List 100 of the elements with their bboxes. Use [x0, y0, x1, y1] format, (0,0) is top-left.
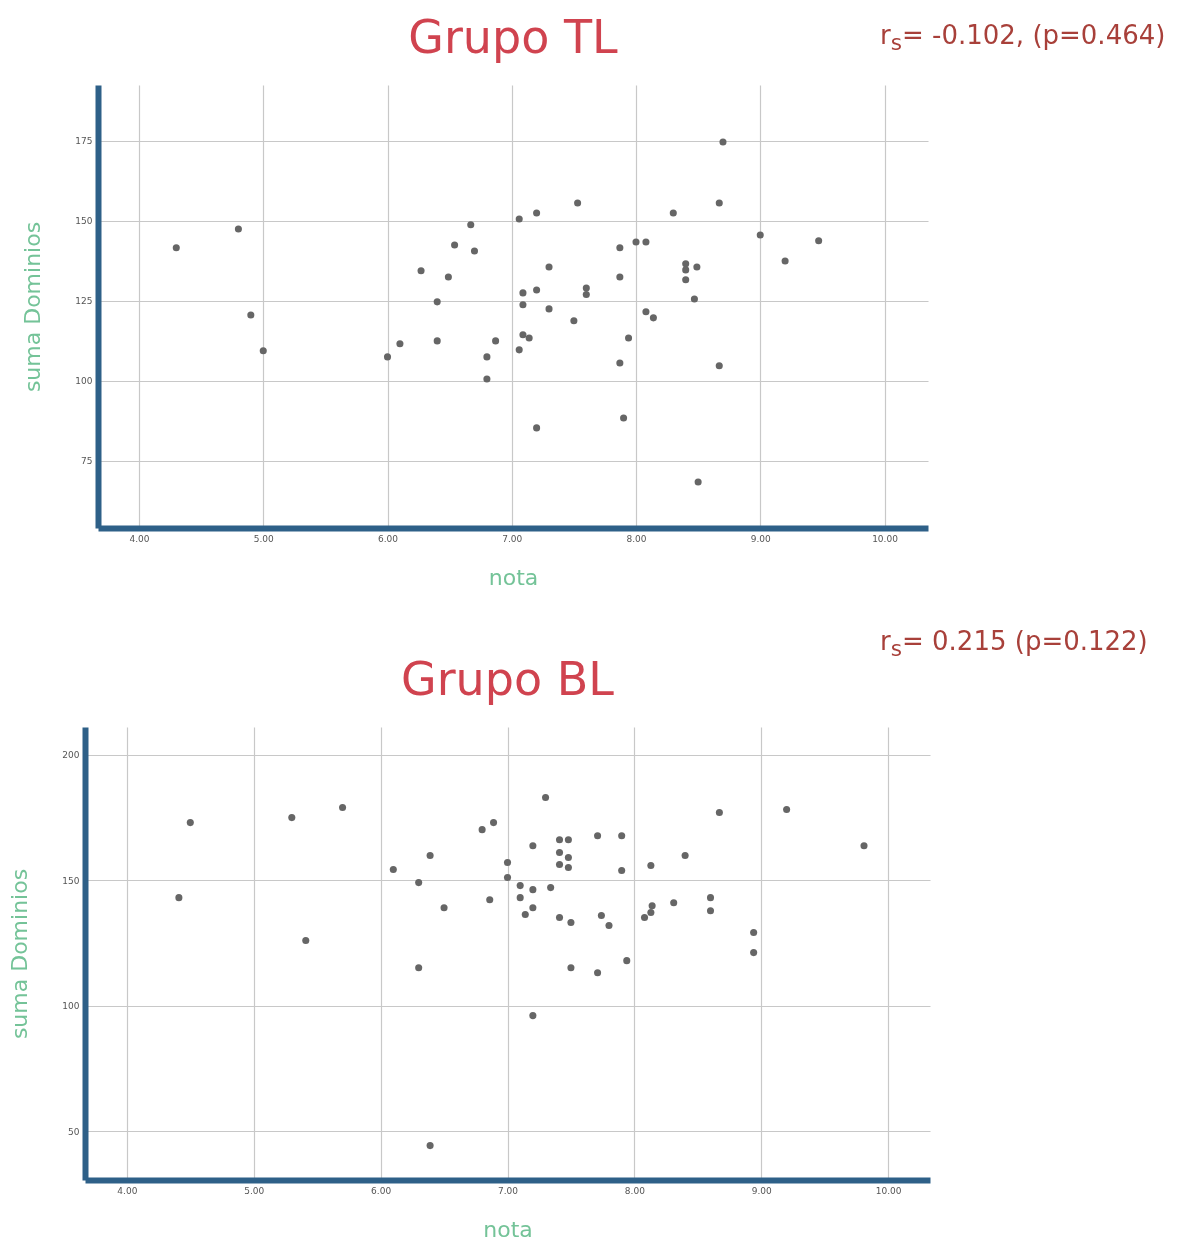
x-tick-label: 8.00: [624, 1185, 646, 1196]
point: [175, 894, 183, 902]
x-tick-label: 6.00: [371, 1185, 392, 1196]
point: [570, 317, 578, 325]
point: [694, 478, 702, 486]
point: [525, 334, 533, 342]
point: [426, 1142, 434, 1150]
point: [415, 879, 423, 887]
point: [396, 340, 404, 348]
point: [555, 861, 564, 869]
point: [521, 910, 529, 918]
x-axis-title: nota: [488, 564, 539, 590]
point: [478, 826, 486, 834]
point: [715, 199, 723, 207]
point: [781, 257, 789, 265]
point: [690, 295, 698, 303]
y-tick-label: 50: [68, 1126, 80, 1137]
point: [288, 814, 296, 822]
point: [555, 848, 564, 857]
x-tick-label: 6.00: [377, 533, 399, 544]
point: [470, 247, 479, 255]
x-tick-label: 5.00: [253, 533, 275, 544]
x-tick-label: 7.00: [497, 1185, 519, 1196]
point: [490, 819, 498, 827]
point: [670, 899, 678, 907]
point: [247, 311, 255, 319]
point: [486, 896, 494, 904]
point: [618, 867, 626, 875]
x-tick-label: 5.00: [244, 1185, 265, 1196]
point: [618, 832, 626, 840]
point: [383, 353, 392, 361]
point: [669, 209, 677, 217]
point: [426, 851, 434, 860]
x-tick-label: 7.00: [502, 533, 523, 544]
point: [533, 286, 541, 294]
point: [503, 858, 512, 867]
y-tick-label: 125: [75, 296, 93, 307]
point: [719, 138, 727, 146]
point: [529, 842, 537, 850]
point: [433, 337, 441, 345]
point: [415, 964, 423, 972]
point: [516, 882, 524, 890]
point: [616, 244, 624, 252]
point: [642, 238, 650, 246]
point: [616, 359, 624, 367]
point: [582, 290, 590, 299]
point: [302, 937, 310, 945]
point: [647, 862, 655, 870]
text: r$_{s}$= 0.215 (p=0.122): [880, 626, 1148, 662]
point: [515, 215, 523, 223]
y-axis-title: suma Dominios: [20, 221, 46, 393]
point: [693, 263, 701, 271]
x-tick-label: 4.00: [129, 533, 150, 544]
point: [648, 902, 656, 910]
y-tick-label: 150: [62, 875, 80, 886]
point: [451, 241, 459, 249]
point: [632, 238, 640, 246]
x-tick-label: 9.00: [751, 1185, 773, 1196]
x-tick-label: 10.00: [872, 533, 899, 544]
point: [545, 305, 553, 313]
point: [519, 301, 527, 309]
point: [529, 886, 537, 894]
point: [440, 904, 448, 912]
point: [706, 894, 715, 902]
point: [574, 199, 582, 207]
point: [564, 853, 572, 862]
point: [519, 289, 527, 297]
point: [642, 308, 650, 316]
point: [783, 806, 791, 814]
point: [542, 793, 550, 802]
point: [555, 836, 564, 844]
y-tick-label: 75: [81, 456, 93, 467]
point: [594, 832, 602, 840]
point: [339, 804, 347, 812]
point: [620, 414, 628, 422]
y-axis-title: suma Dominios: [7, 868, 33, 1040]
point: [682, 266, 690, 274]
point: [681, 851, 689, 860]
point: [529, 904, 537, 912]
point: [682, 276, 690, 284]
point: [516, 894, 524, 902]
point: [234, 225, 242, 233]
point: [567, 918, 575, 927]
x-tick-label: 10.00: [875, 1185, 902, 1196]
y-tick-label: 100: [75, 376, 93, 387]
point: [533, 424, 541, 432]
point: [616, 273, 624, 281]
point: [715, 809, 723, 817]
x-tick-label: 9.00: [750, 533, 772, 544]
point: [623, 957, 631, 965]
point: [594, 969, 602, 977]
point: [756, 231, 764, 239]
point: [860, 842, 868, 850]
point: [545, 263, 553, 271]
point: [715, 362, 723, 370]
point: [564, 864, 572, 872]
point: [519, 331, 527, 339]
point: [186, 819, 194, 827]
chart-title: Grupo TL: [408, 10, 619, 64]
point: [503, 874, 512, 882]
